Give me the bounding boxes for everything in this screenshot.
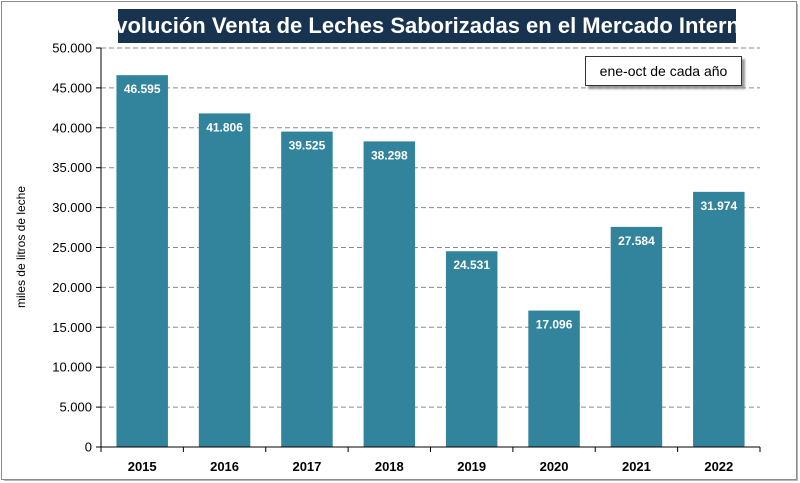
bar-2019	[445, 251, 498, 447]
x-tick-label: 2018	[375, 459, 404, 474]
period-note: ene-oct de cada año	[585, 56, 742, 86]
y-tick-label: 15.000	[52, 320, 92, 335]
y-tick-label: 10.000	[52, 360, 92, 375]
bar-2022	[693, 191, 745, 447]
bar-2021	[610, 226, 663, 447]
y-tick-label: 20.000	[52, 280, 92, 295]
data-label-2016: 41.806	[206, 120, 243, 134]
y-tick-label: 40.000	[52, 120, 92, 135]
x-tick-label: 2022	[704, 459, 733, 474]
y-tick-label: 45.000	[52, 80, 92, 95]
gridlines	[101, 47, 760, 408]
data-label-2020: 17.096	[536, 318, 573, 332]
y-tick-label: 5.000	[59, 400, 92, 415]
x-axis: 2015 2016 2017 2018 2019 2020 2021 2022	[100, 446, 761, 474]
data-label-2021: 27.584	[618, 234, 655, 248]
data-label-2022: 31.974	[700, 199, 737, 213]
bar-2016	[198, 113, 251, 447]
bar-2020	[528, 310, 580, 447]
bar-2018	[363, 141, 416, 447]
data-label-2015: 46.595	[124, 82, 161, 96]
x-tick-label: 2016	[210, 459, 239, 474]
data-label-2018: 38.298	[371, 148, 408, 162]
y-tick-label: 0	[85, 440, 92, 455]
x-tick-label: 2021	[622, 459, 651, 474]
y-tick-label: 30.000	[52, 200, 92, 215]
x-tick-label: 2020	[540, 459, 569, 474]
y-tick-label: 35.000	[52, 160, 92, 175]
y-tick-label: 50.000	[52, 41, 92, 56]
bar-2017	[281, 131, 333, 447]
data-label-2019: 24.531	[453, 258, 490, 272]
chart-title: Evolución Venta de Leches Saborizadas en…	[101, 9, 753, 43]
bar-2015	[116, 75, 168, 447]
bars: 46.595 41.806 39.525 38.298 24.531 17.096 27.5…	[116, 75, 745, 447]
x-tick-label: 2015	[128, 459, 157, 474]
y-tick-label: 25.000	[52, 240, 92, 255]
x-tick-label: 2017	[292, 459, 321, 474]
y-axis: 0 5.000 10.000 15.000 20.000 25.000 30.000 35.0…	[52, 41, 102, 455]
y-axis-label: miles de litros de leche	[14, 186, 28, 308]
data-label-2017: 39.525	[289, 139, 326, 153]
x-tick-label: 2019	[457, 459, 486, 474]
